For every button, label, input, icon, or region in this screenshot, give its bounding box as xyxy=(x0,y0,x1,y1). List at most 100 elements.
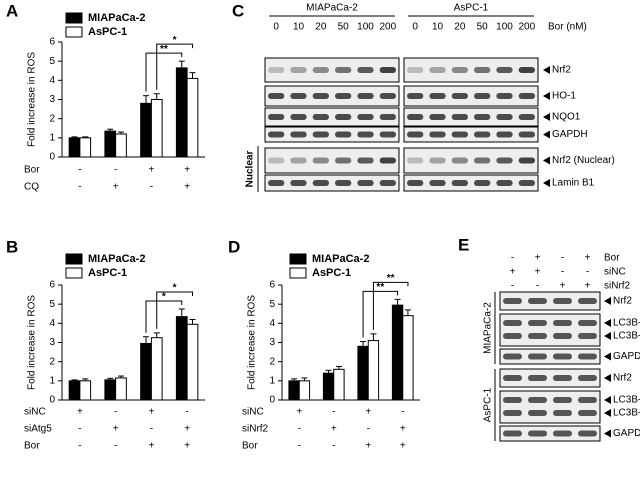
legend-swatch xyxy=(65,12,83,24)
blot-band xyxy=(290,180,307,186)
legend-label: MIAPaCa-2 xyxy=(88,253,145,265)
condition-sign: - xyxy=(332,407,335,418)
lane-label: 50 xyxy=(338,22,350,33)
blot-band xyxy=(451,157,468,164)
blot-band xyxy=(518,93,535,99)
bar xyxy=(140,342,152,401)
condition-label: siAtg5 xyxy=(24,424,52,435)
blot-band xyxy=(578,353,597,360)
blot-band xyxy=(496,67,513,73)
blot-band xyxy=(503,375,522,381)
blot-band xyxy=(451,67,468,73)
condition-label: siNC xyxy=(242,407,264,418)
row-arrow xyxy=(604,429,611,438)
blot-band xyxy=(290,114,307,120)
lane-label: 50 xyxy=(477,22,489,33)
bar xyxy=(175,67,188,158)
bar xyxy=(186,77,199,158)
bar xyxy=(68,380,81,401)
blot-frame xyxy=(403,57,539,83)
blot-band xyxy=(451,180,468,186)
condition-sign: - xyxy=(78,165,81,176)
blot-band xyxy=(518,131,535,138)
row-label: Nrf2 xyxy=(613,296,632,307)
row-label: LC3B-I xyxy=(613,318,640,329)
bar xyxy=(115,133,127,158)
blot-band xyxy=(407,157,424,164)
blot-band xyxy=(503,397,522,403)
blot-frame xyxy=(264,174,400,192)
blot-band xyxy=(429,180,446,186)
significance-mark: * xyxy=(173,283,177,294)
bar xyxy=(322,372,335,401)
cell-line-label: MIAPaCa-2 xyxy=(483,302,494,354)
blot-band xyxy=(451,114,468,120)
blot-band xyxy=(312,93,329,99)
bar xyxy=(79,380,92,401)
condition-sign: - xyxy=(536,281,539,292)
blot-band xyxy=(312,67,329,73)
significance-bracket xyxy=(156,43,193,90)
y-tick-label: 3 xyxy=(269,337,275,348)
blot-band xyxy=(503,410,522,416)
blot-frame xyxy=(499,368,601,388)
significance-bracket xyxy=(145,300,183,333)
legend-label: AsPC-1 xyxy=(88,267,127,279)
blot-frame xyxy=(264,85,400,107)
condition-sign: + xyxy=(535,253,541,264)
blot-band xyxy=(379,114,396,120)
blot-band xyxy=(553,353,572,360)
bar xyxy=(298,380,311,401)
condition-sign: + xyxy=(184,165,190,176)
blot-band xyxy=(357,180,374,186)
blot-band xyxy=(553,397,572,403)
row-arrow xyxy=(604,352,611,361)
blot-band xyxy=(528,320,547,326)
y-tick-label: 6 xyxy=(49,37,55,48)
blot-band xyxy=(312,180,329,186)
lane-label: 10 xyxy=(293,22,305,33)
blot-band xyxy=(496,180,513,186)
blot-band xyxy=(379,131,396,138)
blot-frame xyxy=(264,107,400,127)
y-tick-label: 1 xyxy=(49,132,55,143)
blot-band xyxy=(290,67,307,73)
blot-band xyxy=(528,397,547,403)
blot-band xyxy=(379,157,396,164)
blot-band xyxy=(553,430,572,437)
lane-label: 100 xyxy=(357,22,374,33)
blot-band xyxy=(379,180,396,186)
blot-band xyxy=(290,93,307,99)
blot-band xyxy=(407,67,424,73)
condition-sign: + xyxy=(77,407,83,418)
blot-band xyxy=(268,157,285,164)
y-tick-label: 3 xyxy=(49,337,55,348)
row-label: GAPDH xyxy=(552,129,588,140)
y-tick-label: 0 xyxy=(49,152,55,163)
row-label: NQO1 xyxy=(552,112,581,123)
legend-swatch xyxy=(289,267,307,279)
y-tick-label: 0 xyxy=(269,395,275,406)
bar xyxy=(186,323,199,401)
condition-sign: - xyxy=(561,267,564,278)
y-tick-label: 3 xyxy=(49,94,55,105)
blot-band xyxy=(335,67,352,73)
blot-band xyxy=(429,67,446,73)
legend-label: MIAPaCa-2 xyxy=(88,12,145,24)
condition-sign: + xyxy=(585,253,591,264)
condition-sign: + xyxy=(296,407,302,418)
bar xyxy=(357,345,369,401)
blot-band xyxy=(474,67,491,73)
blot-frame xyxy=(403,85,539,107)
blot-band xyxy=(474,114,491,120)
condition-label: Bor xyxy=(604,253,620,264)
blot-band xyxy=(518,180,535,186)
blot-band xyxy=(407,93,424,99)
significance-mark: ** xyxy=(160,44,168,55)
significance-mark: * xyxy=(162,292,166,303)
condition-sign: + xyxy=(113,182,119,193)
condition-sign: - xyxy=(586,267,589,278)
condition-sign: + xyxy=(184,424,190,435)
